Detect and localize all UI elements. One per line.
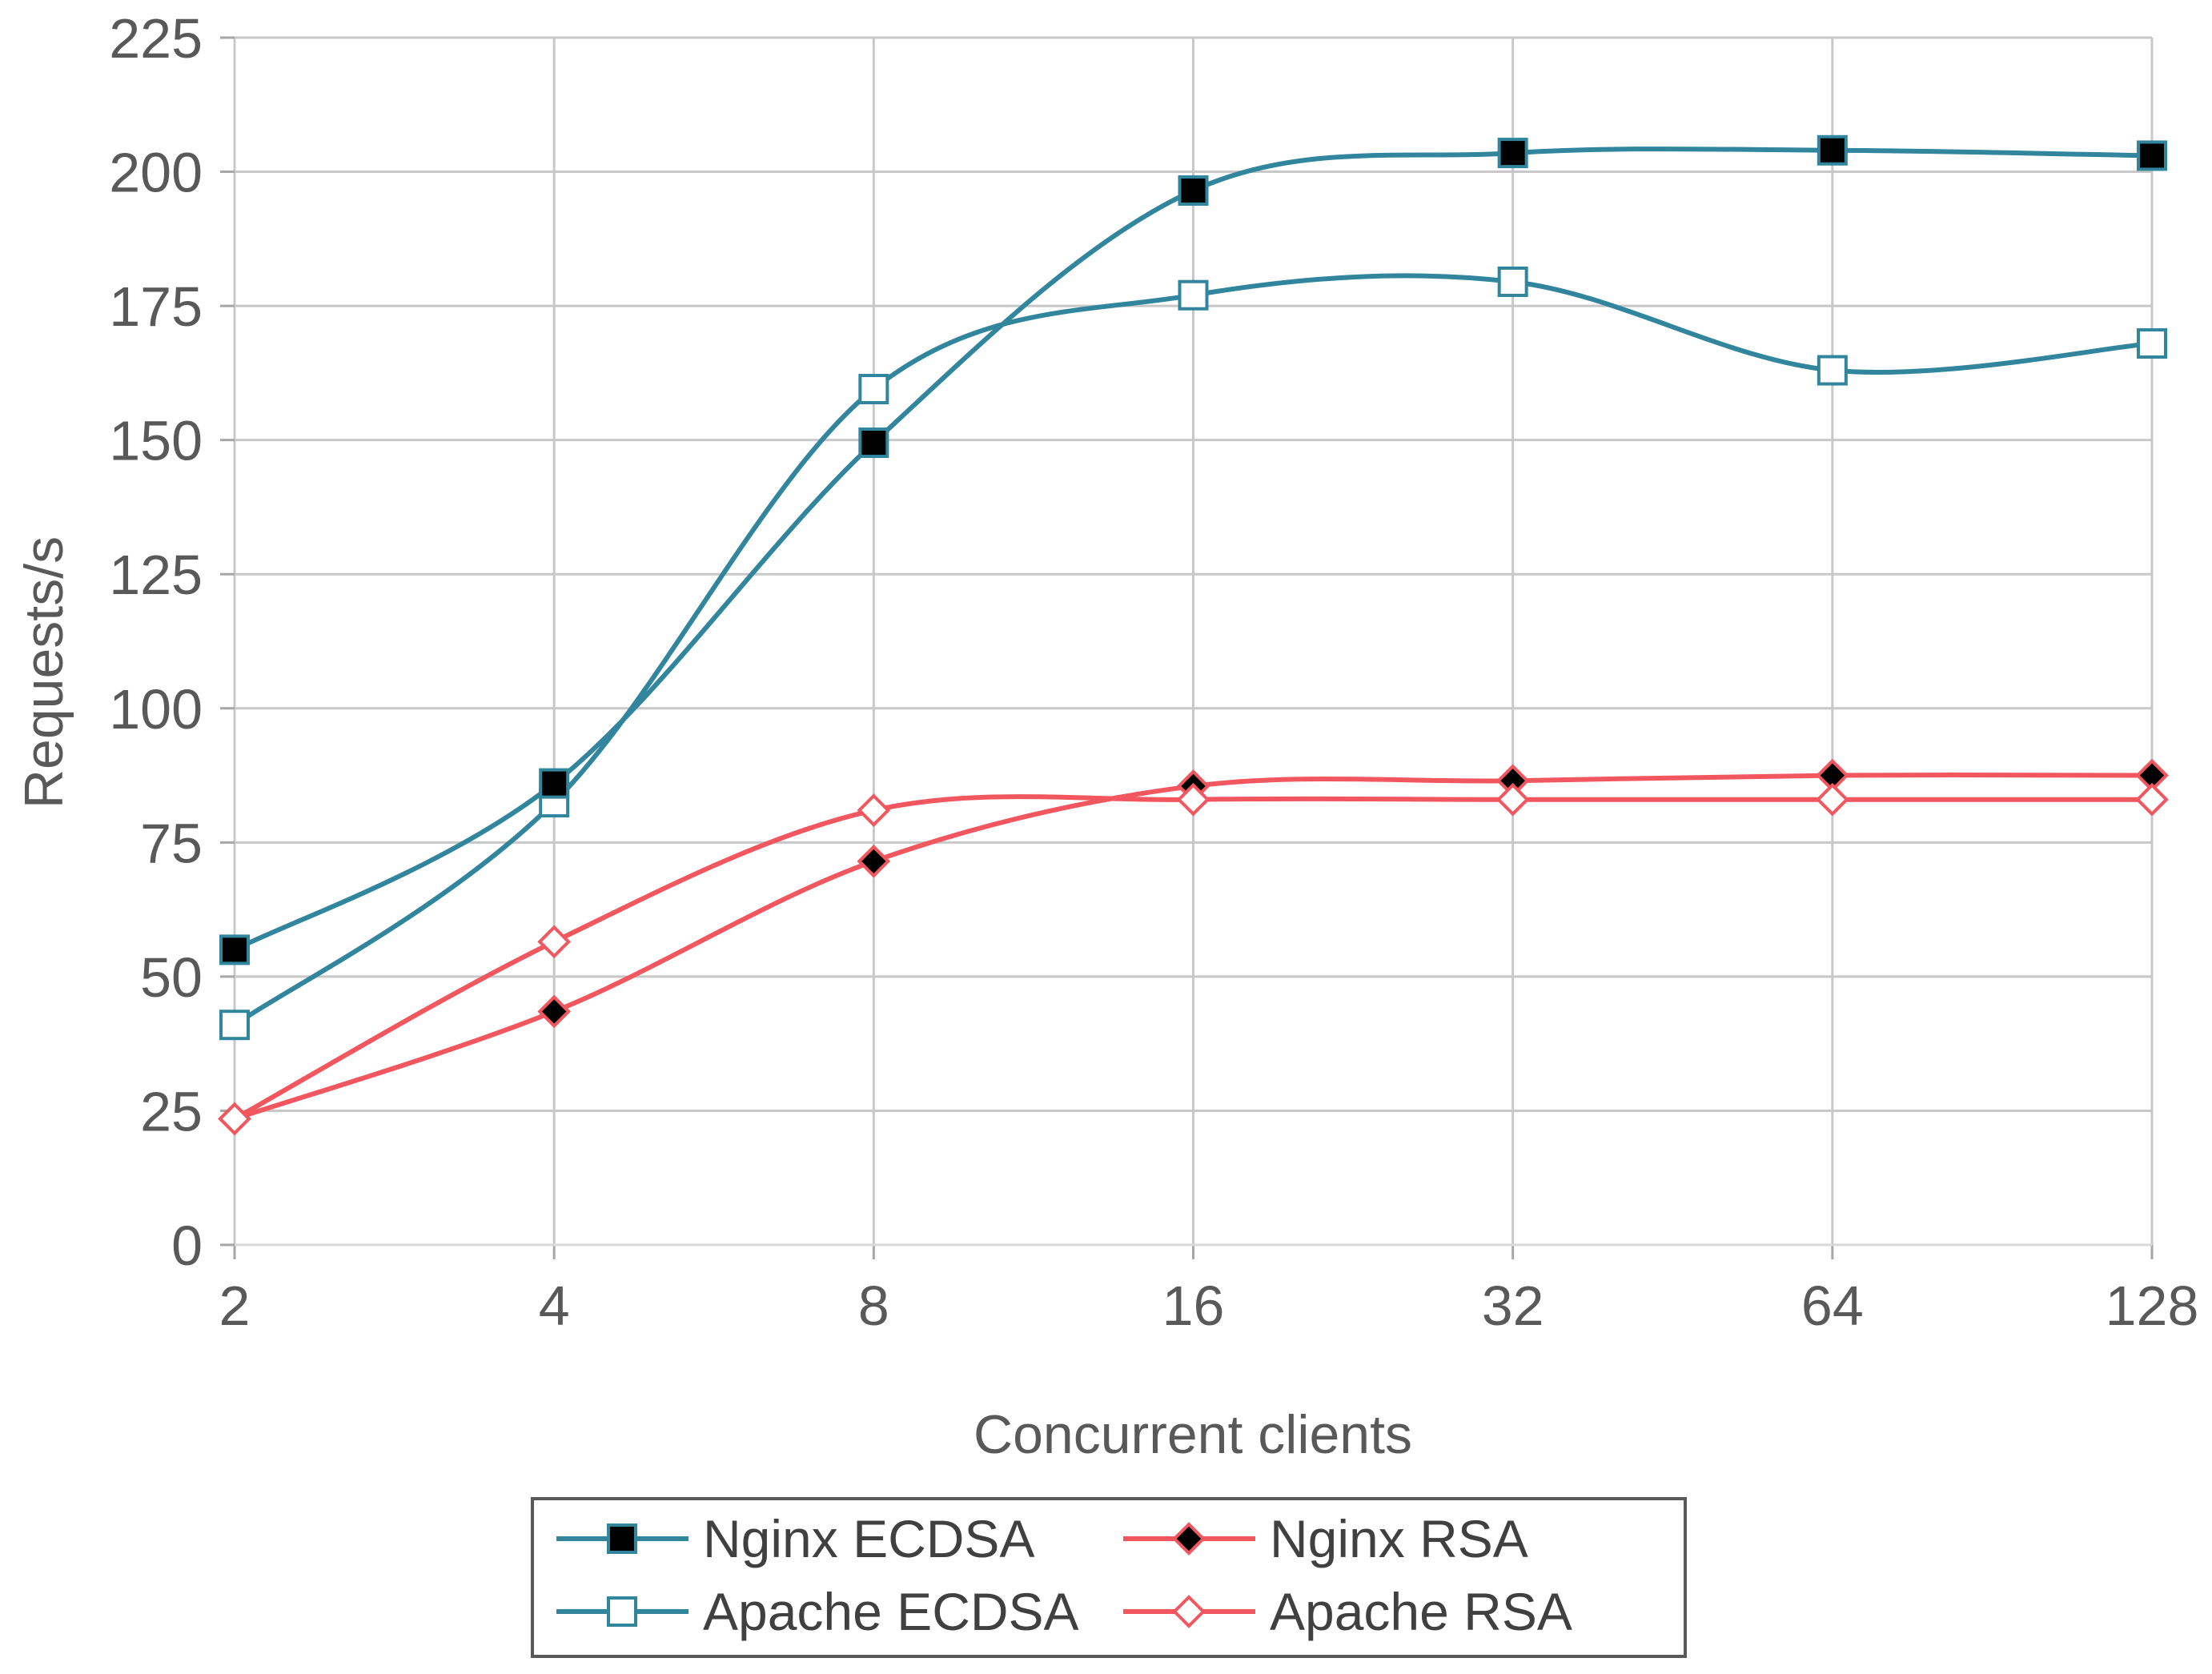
x-tick-label: 16 — [1162, 1275, 1225, 1337]
x-tick-label: 4 — [539, 1275, 570, 1337]
data-point-nginx-ecdsa — [1178, 175, 1209, 207]
data-point-apache-rsa — [2135, 782, 2169, 817]
grid — [233, 36, 2154, 1245]
data-point-apache-rsa — [537, 925, 571, 959]
y-tick-label: 50 — [140, 946, 203, 1009]
legend-item-nginx-rsa: Nginx RSA — [1123, 1509, 1528, 1568]
legend-label: Nginx ECDSA — [703, 1509, 1034, 1568]
data-point-apache-ecdsa — [1817, 355, 1848, 386]
data-point-nginx-ecdsa — [1497, 138, 1528, 169]
y-tick-label: 225 — [109, 7, 203, 70]
legend-item-apache-rsa: Apache RSA — [1123, 1582, 1572, 1641]
data-point-apache-ecdsa — [1178, 279, 1209, 311]
legend-box — [531, 1497, 1687, 1658]
y-tick-label: 175 — [109, 275, 203, 338]
x-tick-label: 2 — [219, 1275, 251, 1337]
y-axis-title: Requests/s — [14, 536, 74, 809]
y-tick-label: 125 — [109, 544, 203, 606]
markers — [218, 134, 2169, 1136]
y-tick-label: 150 — [109, 410, 203, 472]
data-point-nginx-ecdsa — [858, 428, 889, 459]
data-point-apache-ecdsa — [2137, 328, 2167, 359]
x-tick-label: 32 — [1482, 1275, 1544, 1337]
legend-swatch-marker — [1172, 1595, 1206, 1628]
data-point-apache-rsa — [1495, 782, 1530, 817]
legend: Nginx ECDSA Apache ECDSA Nginx RSA Apache R… — [531, 1497, 1687, 1658]
data-point-nginx-rsa — [857, 844, 891, 878]
axes: 0 25 50 75 100 125 150 175 200 225 2 4 8 16 32 64 128 — [109, 7, 2198, 1337]
data-point-apache-rsa — [1176, 782, 1210, 817]
data-point-nginx-ecdsa — [539, 768, 570, 799]
y-tick-label: 75 — [140, 812, 203, 874]
x-tick-label: 128 — [2106, 1275, 2199, 1337]
legend-swatch-marker — [607, 1523, 637, 1554]
legend-label: Apache RSA — [1270, 1582, 1572, 1641]
data-point-nginx-ecdsa — [1817, 134, 1848, 166]
legend-item-apache-ecdsa: Apache ECDSA — [556, 1582, 1079, 1641]
data-point-nginx-rsa — [537, 994, 571, 1029]
data-point-nginx-ecdsa — [219, 934, 250, 965]
legend-label: Nginx RSA — [1270, 1509, 1528, 1568]
data-point-apache-ecdsa — [219, 1010, 250, 1041]
x-tick-label: 8 — [858, 1275, 889, 1337]
data-point-apache-rsa — [218, 1102, 251, 1136]
x-tick-label: 64 — [1801, 1275, 1864, 1337]
data-point-nginx-ecdsa — [2137, 140, 2167, 171]
data-point-apache-rsa — [857, 793, 891, 827]
legend-item-nginx-ecdsa: Nginx ECDSA — [556, 1509, 1034, 1568]
data-point-apache-ecdsa — [1497, 266, 1528, 297]
legend-label: Apache ECDSA — [703, 1582, 1079, 1641]
y-tick-label: 0 — [171, 1214, 203, 1277]
y-tick-label: 100 — [109, 678, 203, 741]
legend-swatch-marker — [1172, 1522, 1206, 1556]
data-point-apache-ecdsa — [858, 373, 889, 404]
y-tick-label: 200 — [109, 142, 203, 204]
x-axis-title: Concurrent clients — [974, 1404, 1412, 1465]
legend-swatch-marker — [607, 1596, 637, 1627]
y-tick-label: 25 — [140, 1080, 203, 1142]
data-point-apache-rsa — [1816, 782, 1849, 817]
